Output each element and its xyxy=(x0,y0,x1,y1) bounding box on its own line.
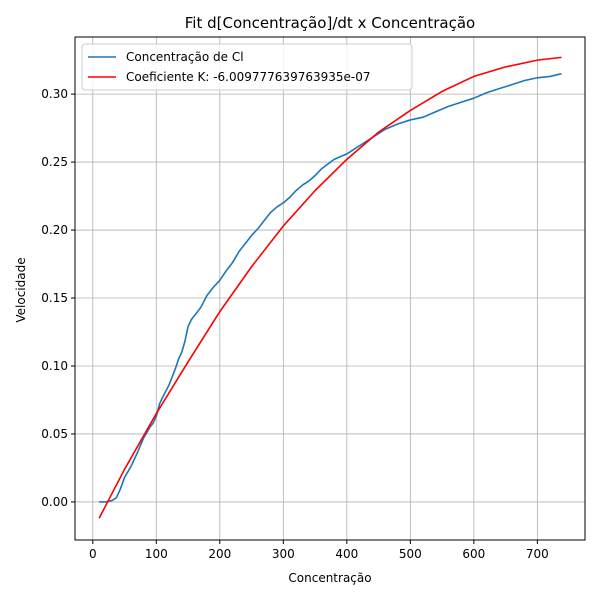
x-tick-label: 700 xyxy=(526,547,549,561)
y-axis-label: Velocidade xyxy=(14,257,28,322)
x-tick-label: 200 xyxy=(208,547,231,561)
y-tick-label: 0.25 xyxy=(41,155,68,169)
legend: Concentração de Cl Coeficiente K: -6.0097… xyxy=(81,43,413,91)
x-tick-label: 600 xyxy=(462,547,485,561)
x-tick-label: 400 xyxy=(335,547,358,561)
grid xyxy=(75,37,585,540)
legend-entry-1: Concentração de Cl xyxy=(126,50,244,64)
x-axis-label: Concentração xyxy=(288,571,371,585)
y-tick-label: 0.15 xyxy=(41,291,68,305)
series-line-2 xyxy=(98,56,562,519)
y-tick-label: 0.10 xyxy=(41,359,68,373)
x-tick-label: 300 xyxy=(272,547,295,561)
y-tick-label: 0.00 xyxy=(41,495,68,509)
series-line-1 xyxy=(99,72,562,503)
y-tick-label: 0.20 xyxy=(41,223,68,237)
ticks: 0 100 200 300 400 500 600 700 0.00 0.05 0.10 0.15 0.… xyxy=(41,87,549,561)
legend-box xyxy=(81,43,413,91)
y-tick-label: 0.05 xyxy=(41,427,68,441)
plot-frame xyxy=(74,36,586,541)
x-tick-label: 0 xyxy=(89,547,97,561)
x-tick-label: 100 xyxy=(145,547,168,561)
y-tick-label: 0.30 xyxy=(41,87,68,101)
legend-entry-2: Coeficiente K: -6.009777639763935e-07 xyxy=(126,70,371,84)
chart-title: Fit d[Concentração]/dt x Concentração xyxy=(185,14,475,32)
x-tick-label: 500 xyxy=(399,547,422,561)
series-layer xyxy=(98,56,562,519)
